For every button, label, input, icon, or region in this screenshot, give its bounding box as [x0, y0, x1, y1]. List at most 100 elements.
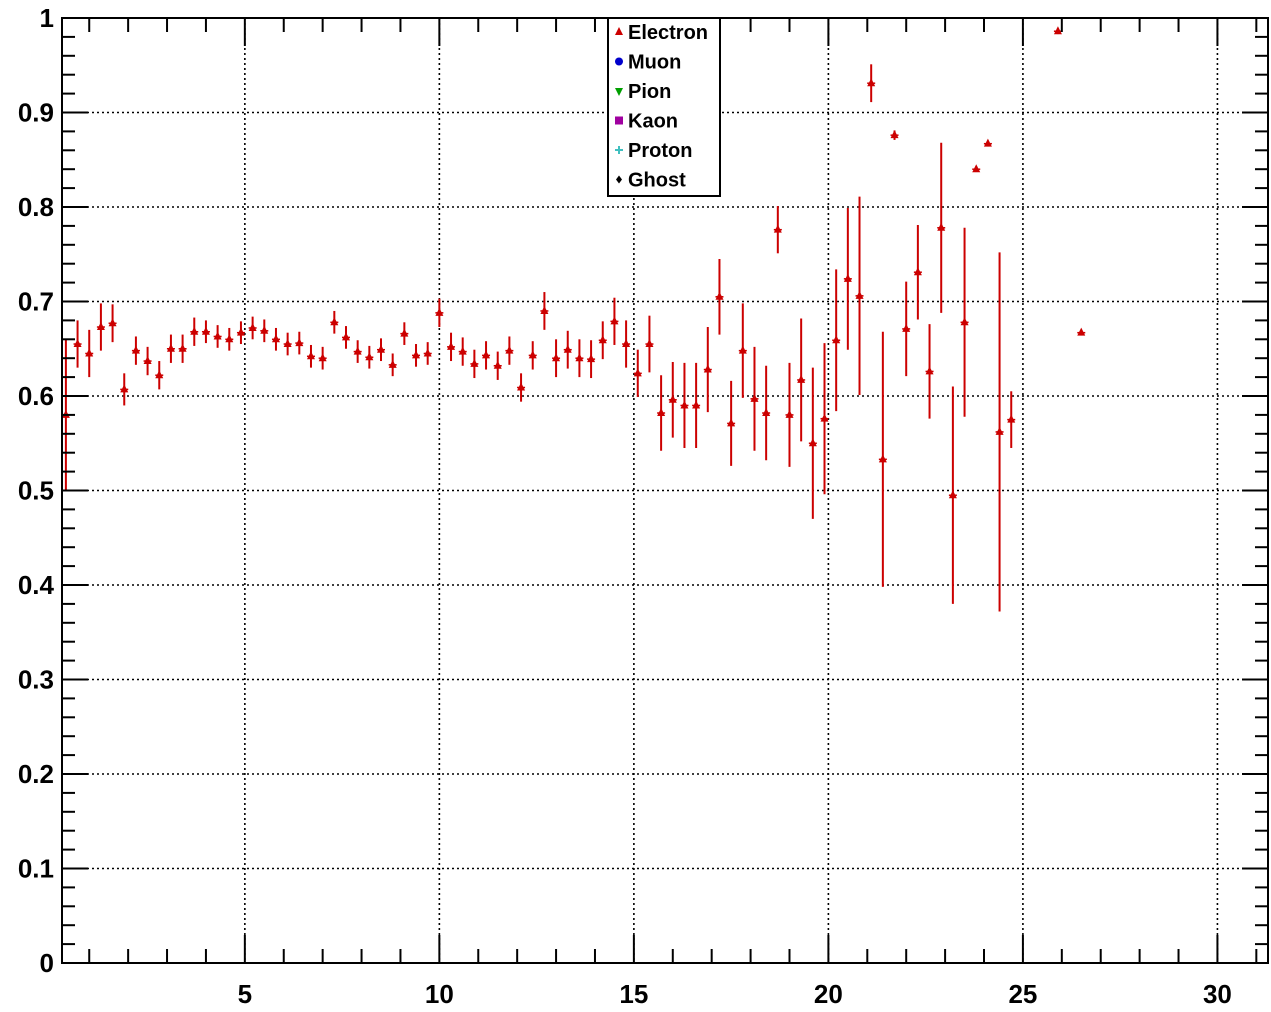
data-point: [808, 438, 817, 447]
data-point: [201, 326, 210, 335]
data-point: [1053, 26, 1062, 35]
data-point: [937, 222, 946, 231]
data-point: [703, 364, 712, 373]
data-point: [948, 490, 957, 499]
data-point: [493, 360, 502, 369]
data-point: [773, 224, 782, 233]
data-point: [668, 394, 677, 403]
data-point: [412, 350, 421, 359]
series-layer: [61, 26, 1086, 612]
data-point: [1007, 414, 1016, 423]
y-tick-label: 0.6: [18, 381, 54, 411]
data-point: [902, 323, 911, 332]
data-point: [120, 384, 129, 393]
data-point: [435, 307, 444, 316]
y-tick-label: 0.7: [18, 287, 54, 317]
data-point: [785, 409, 794, 418]
data-point: [447, 341, 456, 350]
legend-marker: [615, 116, 623, 125]
x-tick-label: 30: [1203, 979, 1232, 1009]
data-point: [995, 426, 1004, 435]
legend: Electron Muon Pion Kaon Proton Ghost: [607, 17, 721, 197]
data-point: [505, 345, 514, 354]
y-tick-label: 1: [40, 3, 54, 33]
data-point: [820, 413, 829, 422]
data-point: [213, 331, 222, 340]
data-point: [178, 343, 187, 352]
data-point: [108, 318, 117, 327]
data-point: [563, 344, 572, 353]
data-point: [878, 454, 887, 463]
data-point: [96, 322, 105, 331]
data-point: [890, 130, 899, 139]
data-point: [482, 350, 491, 359]
grid: [62, 18, 1268, 963]
data-point: [598, 335, 607, 344]
data-point: [166, 343, 175, 352]
data-point: [236, 327, 245, 336]
data-point: [797, 374, 806, 383]
legend-marker: [616, 175, 622, 184]
data-point: [330, 317, 339, 326]
y-tick-label: 0.1: [18, 854, 54, 884]
data-point: [633, 368, 642, 377]
data-point: [400, 328, 409, 337]
data-point: [622, 339, 631, 348]
data-point: [470, 358, 479, 367]
data-point: [552, 353, 561, 362]
data-point: [318, 353, 327, 362]
data-point: [377, 344, 386, 353]
data-point: [306, 351, 315, 360]
y-tick-label: 0.5: [18, 476, 54, 506]
data-point: [260, 325, 269, 334]
legend-label: Kaon: [628, 111, 678, 133]
data-point: [855, 290, 864, 299]
data-point: [587, 354, 596, 363]
data-point: [680, 400, 689, 409]
data-point: [1077, 327, 1086, 336]
data-point: [271, 334, 280, 343]
data-point: [738, 345, 747, 354]
data-point: [645, 339, 654, 348]
data-point: [913, 267, 922, 276]
x-tick-label: 15: [619, 979, 648, 1009]
legend-label: Pion: [628, 81, 671, 103]
data-point: [353, 346, 362, 355]
legend-label: Ghost: [628, 170, 686, 192]
x-tick-label: 20: [814, 979, 843, 1009]
data-point: [248, 322, 257, 331]
x-tick-label: 25: [1008, 979, 1037, 1009]
legend-marker: [615, 88, 623, 96]
legend-marker: [615, 57, 623, 66]
legend-box: [607, 17, 721, 197]
legend-marker: [615, 27, 623, 35]
y-tick-label: 0.9: [18, 98, 54, 128]
data-point: [388, 359, 397, 368]
data-point: [365, 352, 374, 361]
legend-label: Muon: [628, 52, 681, 74]
data-point: [960, 317, 969, 326]
y-tick-label: 0.4: [18, 570, 55, 600]
data-point: [225, 334, 234, 343]
data-point: [131, 345, 140, 354]
data-point: [867, 78, 876, 87]
data-point: [750, 393, 759, 402]
data-point: [843, 273, 852, 282]
data-point: [762, 408, 771, 417]
data-point: [295, 338, 304, 347]
data-point: [692, 400, 701, 409]
data-point: [727, 418, 736, 427]
series-electron: [61, 26, 1086, 612]
data-point: [715, 291, 724, 300]
x-tick-label: 5: [238, 979, 252, 1009]
y-tick-label: 0: [40, 948, 54, 978]
y-tick-label: 0.8: [18, 192, 54, 222]
y-tick-label: 0.2: [18, 759, 54, 789]
y-tick-label: 0.3: [18, 665, 54, 695]
data-point: [73, 339, 82, 348]
x-tick-label: 10: [425, 979, 454, 1009]
data-point: [85, 348, 94, 357]
data-point: [528, 350, 537, 359]
legend-marker: [615, 146, 623, 154]
